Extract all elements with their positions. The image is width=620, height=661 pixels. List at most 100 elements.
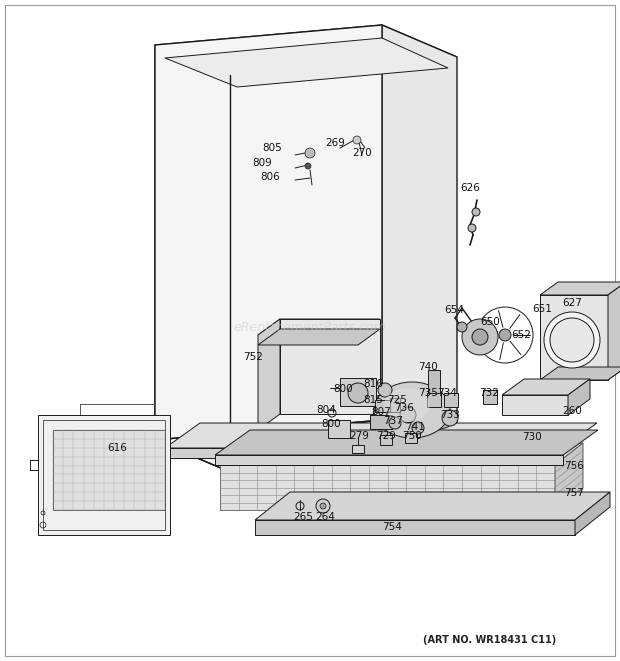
Polygon shape bbox=[53, 430, 165, 510]
Text: 815: 815 bbox=[363, 395, 383, 405]
Circle shape bbox=[412, 422, 424, 434]
Circle shape bbox=[468, 224, 476, 232]
Ellipse shape bbox=[374, 382, 450, 438]
Ellipse shape bbox=[384, 388, 430, 422]
Polygon shape bbox=[215, 455, 563, 465]
Circle shape bbox=[316, 499, 330, 513]
Text: 736: 736 bbox=[394, 403, 414, 413]
Circle shape bbox=[400, 407, 416, 423]
Text: 733: 733 bbox=[440, 410, 460, 420]
Text: 651: 651 bbox=[532, 304, 552, 314]
Polygon shape bbox=[608, 282, 620, 380]
Polygon shape bbox=[255, 520, 575, 535]
Polygon shape bbox=[568, 379, 590, 415]
Text: 734: 734 bbox=[437, 388, 457, 398]
Polygon shape bbox=[258, 319, 280, 430]
Bar bbox=[405, 433, 417, 443]
Text: 735: 735 bbox=[418, 388, 438, 398]
Circle shape bbox=[389, 417, 401, 429]
Text: 652: 652 bbox=[511, 330, 531, 340]
Circle shape bbox=[472, 329, 488, 345]
Polygon shape bbox=[220, 465, 555, 510]
Polygon shape bbox=[540, 282, 620, 295]
Circle shape bbox=[442, 410, 458, 426]
Polygon shape bbox=[555, 443, 583, 510]
Bar bbox=[444, 393, 458, 407]
Bar bbox=[370, 415, 392, 429]
Polygon shape bbox=[165, 38, 448, 87]
Circle shape bbox=[320, 503, 326, 509]
Circle shape bbox=[348, 383, 368, 403]
Circle shape bbox=[305, 163, 311, 169]
Text: 756: 756 bbox=[564, 461, 584, 471]
Text: 264: 264 bbox=[315, 512, 335, 522]
Circle shape bbox=[462, 319, 498, 355]
Text: 807: 807 bbox=[371, 407, 391, 417]
Text: 800: 800 bbox=[321, 419, 341, 429]
Text: 757: 757 bbox=[564, 488, 584, 498]
Polygon shape bbox=[165, 448, 562, 458]
Circle shape bbox=[499, 329, 511, 341]
Polygon shape bbox=[540, 367, 620, 380]
Polygon shape bbox=[575, 492, 610, 535]
Text: 654: 654 bbox=[444, 305, 464, 315]
Text: 740: 740 bbox=[418, 362, 438, 372]
Text: 809: 809 bbox=[252, 158, 272, 168]
Text: 279: 279 bbox=[349, 431, 369, 441]
Text: 816: 816 bbox=[363, 379, 383, 389]
Polygon shape bbox=[220, 443, 583, 465]
Text: 752: 752 bbox=[243, 352, 263, 362]
Bar bbox=[375, 400, 395, 412]
Bar bbox=[328, 420, 350, 438]
Text: 754: 754 bbox=[382, 522, 402, 532]
Text: 260: 260 bbox=[562, 406, 582, 416]
Bar bbox=[340, 378, 376, 406]
Text: 626: 626 bbox=[460, 183, 480, 193]
Text: eReplacementParts.com: eReplacementParts.com bbox=[234, 321, 386, 334]
Text: 650: 650 bbox=[480, 317, 500, 327]
Text: 270: 270 bbox=[352, 148, 372, 158]
Text: 804: 804 bbox=[316, 405, 336, 415]
Polygon shape bbox=[382, 25, 457, 452]
Text: 616: 616 bbox=[107, 443, 127, 453]
Ellipse shape bbox=[374, 419, 450, 431]
Polygon shape bbox=[280, 319, 380, 414]
Text: 725: 725 bbox=[387, 395, 407, 405]
Polygon shape bbox=[502, 379, 590, 395]
Bar bbox=[352, 445, 364, 453]
Polygon shape bbox=[38, 415, 170, 535]
Polygon shape bbox=[540, 295, 608, 380]
Text: (ART NO. WR18431 C11): (ART NO. WR18431 C11) bbox=[423, 635, 556, 645]
Circle shape bbox=[353, 136, 361, 144]
Text: 627: 627 bbox=[562, 298, 582, 308]
Polygon shape bbox=[155, 25, 457, 75]
Text: 806: 806 bbox=[260, 172, 280, 182]
Text: 730: 730 bbox=[522, 432, 542, 442]
Text: 265: 265 bbox=[293, 512, 313, 522]
Circle shape bbox=[544, 312, 600, 368]
Polygon shape bbox=[155, 25, 382, 440]
Polygon shape bbox=[258, 329, 380, 345]
Circle shape bbox=[472, 208, 480, 216]
Bar bbox=[390, 398, 400, 412]
Bar bbox=[427, 393, 441, 407]
Text: 269: 269 bbox=[325, 138, 345, 148]
Polygon shape bbox=[165, 423, 597, 448]
Text: 737: 737 bbox=[383, 416, 403, 426]
Text: 805: 805 bbox=[262, 143, 282, 153]
Polygon shape bbox=[255, 492, 610, 520]
Polygon shape bbox=[155, 45, 230, 472]
Polygon shape bbox=[258, 319, 380, 335]
Circle shape bbox=[550, 318, 594, 362]
Text: 732: 732 bbox=[479, 388, 499, 398]
Polygon shape bbox=[215, 430, 598, 455]
Circle shape bbox=[378, 383, 392, 397]
Text: 729: 729 bbox=[376, 431, 396, 441]
Circle shape bbox=[457, 322, 467, 332]
Text: 750: 750 bbox=[402, 431, 422, 441]
Bar bbox=[43, 420, 165, 530]
Bar bbox=[483, 390, 497, 404]
Polygon shape bbox=[502, 395, 568, 415]
Bar bbox=[380, 435, 392, 445]
Circle shape bbox=[305, 148, 315, 158]
